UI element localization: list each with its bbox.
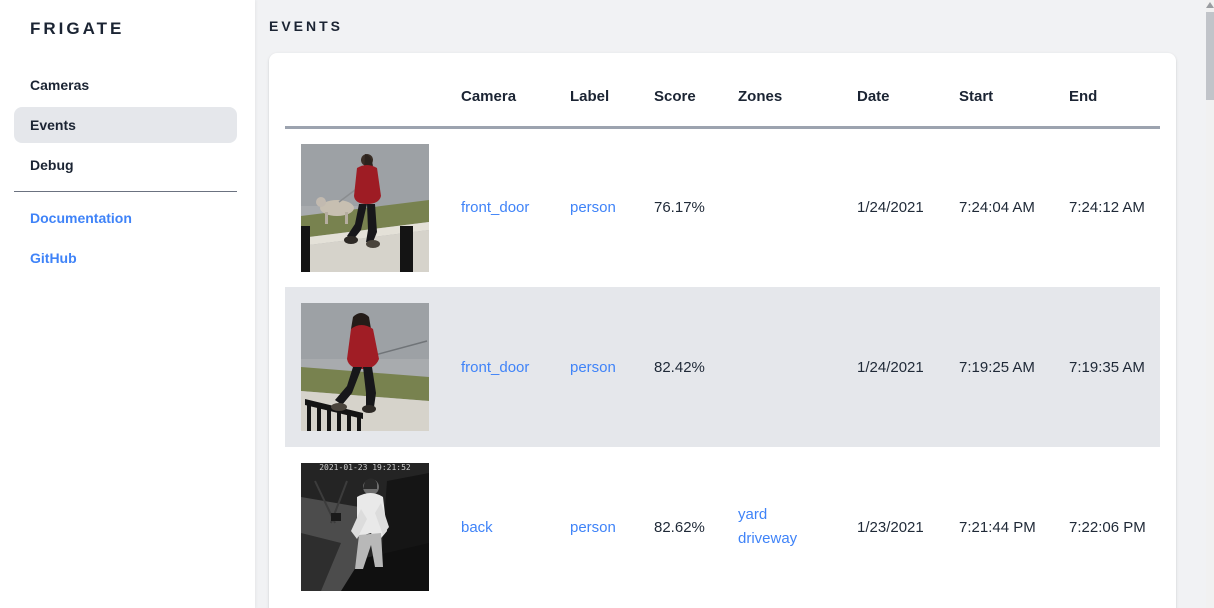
- event-zones-cell: yard driveway: [738, 447, 857, 607]
- col-header-date: Date: [857, 53, 959, 129]
- event-end-cell: 7:19:35 AM: [1069, 358, 1145, 376]
- event-date-cell: 1/23/2021: [857, 518, 924, 536]
- col-header-zones: Zones: [738, 53, 857, 129]
- event-score-cell: 82.42%: [654, 358, 705, 376]
- event-row[interactable]: 2021-01-23 19:21:52 back person 82.62% y…: [285, 447, 1160, 607]
- sidebar-item-cameras[interactable]: Cameras: [30, 77, 90, 93]
- col-header-score: Score: [654, 53, 738, 129]
- event-label-cell: person: [570, 447, 654, 607]
- event-zones-cell: [738, 127, 857, 287]
- sidebar-divider: [14, 191, 237, 192]
- event-start-cell: 7:24:04 AM: [959, 199, 1035, 217]
- sidebar-link-github[interactable]: GitHub: [30, 250, 77, 266]
- scrollbar-thumb[interactable]: [1206, 12, 1214, 100]
- event-thumbnail[interactable]: [301, 143, 429, 272]
- label-link[interactable]: person: [570, 358, 616, 376]
- col-header-camera: Camera: [461, 53, 570, 129]
- zone-link[interactable]: yard: [738, 506, 768, 523]
- camera-link[interactable]: front_door: [461, 358, 530, 376]
- app-logo[interactable]: FRIGATE: [30, 19, 125, 38]
- event-start-cell: 7:19:25 AM: [959, 358, 1035, 376]
- col-header-thumbnail: [285, 53, 461, 129]
- event-score-cell: 82.62%: [654, 518, 705, 536]
- table-header-row: Camera Label Score Zones Date Start End: [285, 53, 1160, 129]
- event-thumbnail[interactable]: [301, 303, 429, 431]
- svg-text:2021-01-23 19:21:52: 2021-01-23 19:21:52: [319, 463, 411, 472]
- zone-link[interactable]: driveway: [738, 530, 798, 547]
- event-label-cell: person: [570, 127, 654, 287]
- sidebar-item-events[interactable]: Events: [14, 107, 237, 143]
- event-row[interactable]: front_door person 82.42% 1/24/2021 7:19:…: [285, 287, 1160, 447]
- camera-link[interactable]: front_door: [461, 199, 530, 217]
- event-thumbnail-cell: 2021-01-23 19:21:52: [285, 447, 461, 607]
- label-link[interactable]: person: [570, 199, 616, 217]
- col-header-end: End: [1069, 53, 1160, 129]
- sidebar-link-documentation[interactable]: Documentation: [30, 210, 132, 226]
- events-card: Camera Label Score Zones Date Start End: [269, 53, 1176, 608]
- col-header-label: Label: [570, 53, 654, 129]
- sidebar-links: Documentation GitHub: [0, 200, 255, 276]
- event-date-cell: 1/24/2021: [857, 358, 924, 376]
- sidebar: FRIGATE Cameras Events Debug Documentati…: [0, 0, 255, 608]
- page-title: EVENTS: [269, 18, 344, 34]
- event-label-cell: person: [570, 287, 654, 447]
- label-link[interactable]: person: [570, 518, 616, 536]
- scroll-up-arrow-icon[interactable]: [1206, 2, 1214, 8]
- main-content: EVENTS Camera Label Score Zones Date Sta…: [255, 0, 1206, 608]
- scrollbar[interactable]: [1206, 0, 1214, 608]
- event-zones-cell: [738, 287, 857, 447]
- event-camera-cell: back: [461, 447, 570, 607]
- event-end-cell: 7:24:12 AM: [1069, 199, 1145, 217]
- events-table: Camera Label Score Zones Date Start End: [285, 53, 1160, 607]
- event-score-cell: 76.17%: [654, 199, 705, 217]
- event-row[interactable]: front_door person 76.17% 1/24/2021 7:24:…: [285, 127, 1160, 287]
- event-start-cell: 7:21:44 PM: [959, 518, 1036, 536]
- sidebar-nav: Cameras Events Debug: [0, 67, 255, 183]
- event-camera-cell: front_door: [461, 287, 570, 447]
- event-end-cell: 7:22:06 PM: [1069, 518, 1146, 536]
- event-camera-cell: front_door: [461, 127, 570, 287]
- event-thumbnail[interactable]: 2021-01-23 19:21:52: [301, 463, 429, 591]
- camera-link[interactable]: back: [461, 518, 493, 536]
- col-header-start: Start: [959, 53, 1069, 129]
- event-thumbnail-cell: [285, 287, 461, 447]
- sidebar-item-debug[interactable]: Debug: [30, 157, 74, 173]
- event-date-cell: 1/24/2021: [857, 199, 924, 217]
- event-thumbnail-cell: [285, 127, 461, 287]
